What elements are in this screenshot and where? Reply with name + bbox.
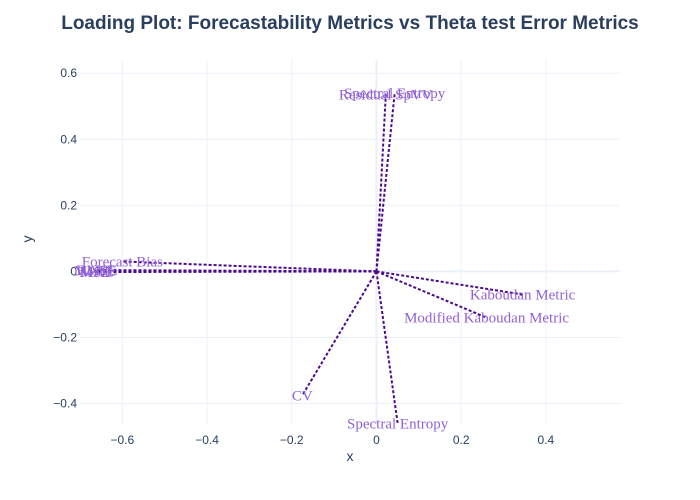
chart-title: Loading Plot: Forecastability Metrics vs… — [61, 13, 639, 34]
vector-label: Residual SpVV — [339, 88, 433, 104]
y-tick-label: −0.2 — [53, 330, 77, 344]
vector-label: MAE — [80, 264, 113, 280]
loading-vector — [375, 94, 387, 272]
vector-label: Spectral Entropy — [347, 416, 449, 432]
x-tick-label: 0.2 — [453, 433, 470, 447]
loading-vector — [375, 271, 399, 424]
vector-label: RMSE — [77, 263, 118, 279]
loading-vector — [375, 92, 396, 272]
x-tick-label: 0.4 — [538, 433, 555, 447]
y-tick-label: 0.4 — [60, 132, 77, 146]
vector-label: Forecast Bias — [82, 254, 163, 270]
vector-label: MASE — [74, 264, 116, 280]
x-tick-label: −0.2 — [280, 433, 304, 447]
x-tick-label: −0.4 — [195, 433, 219, 447]
vector-label: Modified Kaboudan Metric — [404, 311, 569, 327]
vector-label: Kaboudan Metric — [470, 288, 576, 304]
x-tick-label: −0.6 — [111, 433, 135, 447]
y-axis-title: y — [19, 236, 35, 243]
x-axis-title: x — [347, 448, 354, 464]
tick-labels: −0.6 −0.4 −0.2 0 0.2 0.4 −0.4 −0.2 0 0.2 0.4 0.6 — [53, 66, 554, 447]
y-tick-label: 0.2 — [60, 198, 77, 212]
grid — [80, 60, 620, 425]
x-tick-label: 0 — [373, 433, 380, 447]
loading-vectors — [94, 92, 523, 424]
vector-label: MSE — [79, 265, 110, 281]
y-tick-label: 0.6 — [60, 66, 77, 80]
loading-vector — [301, 270, 378, 396]
y-tick-label: 0 — [70, 264, 77, 278]
y-tick-label: −0.4 — [53, 397, 77, 411]
loading-vector — [122, 260, 377, 273]
loading-vector — [94, 270, 377, 274]
vector-label: CV — [292, 388, 313, 404]
vector-label: Spectral Entropy — [344, 86, 446, 102]
